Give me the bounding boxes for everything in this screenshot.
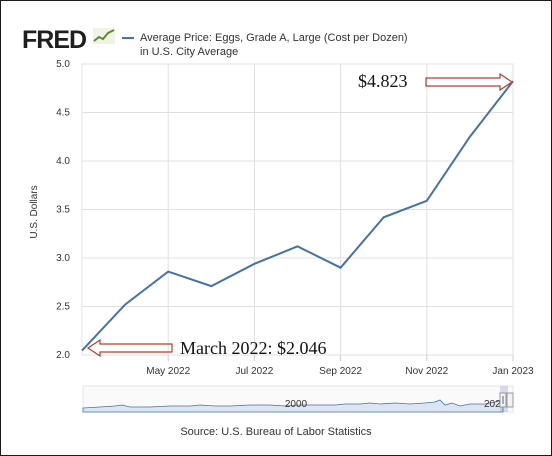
- series-point[interactable]: [165, 269, 171, 275]
- y-tick-label: 5.0: [56, 59, 70, 70]
- y-axis-label: U.S. Dollars: [29, 185, 40, 238]
- y-tick-label: 3.0: [56, 253, 70, 264]
- series-group[interactable]: [79, 78, 516, 353]
- start-value-annotation: March 2022: $2.046: [86, 338, 326, 358]
- fred-logo-graph-icon: [93, 28, 115, 44]
- series-point[interactable]: [79, 348, 85, 354]
- x-tick-label: Sep 2022: [319, 366, 362, 377]
- series-point[interactable]: [122, 302, 128, 308]
- x-tick-label: Jul 2022: [235, 366, 273, 377]
- series-point[interactable]: [381, 214, 387, 220]
- end-value-label: $4.823: [358, 71, 408, 91]
- x-tick-label: May 2022: [146, 366, 190, 377]
- y-tick-label: 2.0: [56, 350, 70, 361]
- fred-logo[interactable]: FRED: [22, 26, 87, 54]
- end-value-annotation: $4.823: [358, 71, 514, 92]
- y-tick-label: 4.5: [56, 108, 70, 119]
- y-tick-labels: 2.0 2.5 3.0 3.5 4.0 4.5 5.0: [56, 59, 70, 361]
- x-tick-label: Jan 2023: [492, 366, 534, 377]
- series-point[interactable]: [295, 243, 301, 249]
- legend-series-swatch[interactable]: [122, 37, 134, 39]
- end-value-arrow: [425, 72, 514, 92]
- series-point[interactable]: [208, 283, 214, 289]
- navigator-label-right: 2020: [484, 399, 507, 410]
- source-note[interactable]: Source: U.S. Bureau of Labor Statistics: [180, 426, 372, 438]
- x-tick-label: Nov 2022: [405, 366, 448, 377]
- legend-label-line1: Average Price: Eggs, Grade A, Large (Cos…: [140, 32, 408, 44]
- navigator-label: 2000: [285, 399, 308, 410]
- start-value-arrow: [86, 338, 173, 358]
- x-tick-labels: May 2022 Jul 2022 Sep 2022 Nov 2022 Jan 2023: [146, 366, 534, 377]
- navigator-handle-right[interactable]: [506, 392, 514, 408]
- legend-series-label[interactable]: Average Price: Eggs, Grade A, Large (Cos…: [140, 31, 440, 59]
- series-point[interactable]: [424, 198, 430, 204]
- navigator-series: [82, 399, 504, 413]
- series-point[interactable]: [467, 134, 473, 140]
- series-point[interactable]: [251, 261, 257, 267]
- legend-label-line2: in U.S. City Average: [140, 46, 239, 58]
- y-tick-label: 4.0: [56, 156, 70, 167]
- range-navigator[interactable]: 2000 2020: [82, 385, 514, 413]
- start-value-label: March 2022: $2.046: [180, 338, 326, 358]
- gridlines: [81, 63, 514, 356]
- series-line[interactable]: [81, 80, 514, 352]
- series-point[interactable]: [338, 265, 344, 271]
- y-tick-label: 3.5: [56, 205, 70, 216]
- x-gridlines: [167, 64, 514, 361]
- y-tick-label: 2.5: [56, 302, 70, 313]
